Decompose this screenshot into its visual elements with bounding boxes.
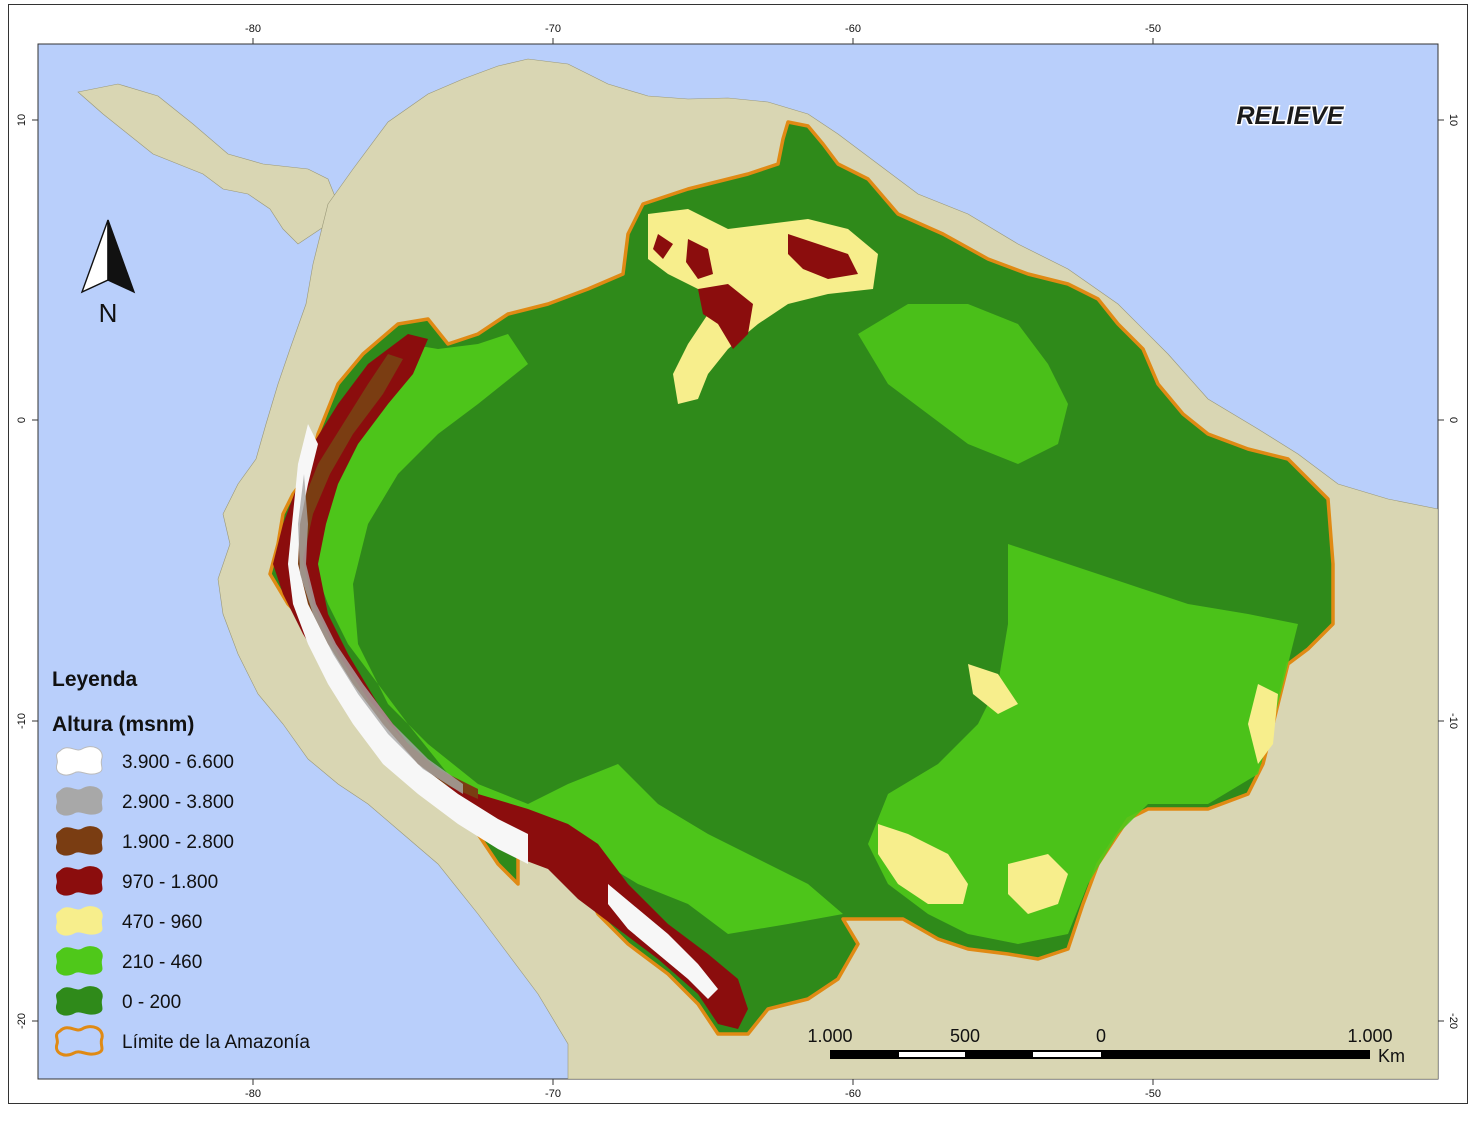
bottom-axis: -80 -70 -60 -50 bbox=[245, 1079, 1161, 1100]
legend-label: 0 - 200 bbox=[122, 992, 181, 1013]
right-axis: 10 0 -10 -20 bbox=[1438, 114, 1459, 1029]
legend-swatch bbox=[55, 786, 103, 816]
andes-red bbox=[273, 334, 748, 1029]
right-tick-label: 10 bbox=[1447, 114, 1459, 126]
legend-label: 3.900 - 6.600 bbox=[122, 752, 234, 773]
north-arrow-icon: N bbox=[80, 219, 136, 328]
central-america-land bbox=[77, 83, 339, 245]
legend-title: Leyenda bbox=[52, 668, 138, 691]
lowland-light-green-east bbox=[868, 544, 1298, 944]
legend-swatch bbox=[54, 1025, 104, 1057]
legend: Leyenda Altura (msnm) 3.900 - 6.600 2.900… bbox=[52, 668, 310, 1057]
legend-swatch bbox=[55, 906, 103, 936]
legend-swatch bbox=[55, 946, 103, 976]
top-tick-label: -50 bbox=[1145, 23, 1161, 35]
legend-label: 470 - 960 bbox=[122, 912, 202, 933]
legend-item: Límite de la Amazonía bbox=[54, 1025, 310, 1057]
legend-label: Límite de la Amazonía bbox=[122, 1032, 310, 1053]
bottom-tick-label: -70 bbox=[545, 1088, 561, 1100]
map-frame: -80 -70 -60 -50 -80 -70 -60 -50 10 0 -10… bbox=[8, 4, 1468, 1104]
highland-red-north bbox=[653, 234, 858, 349]
scale-label: 1.000 bbox=[1347, 1026, 1392, 1046]
scale-unit: Km bbox=[1378, 1046, 1405, 1066]
andes-white bbox=[288, 424, 528, 864]
legend-label: 1.900 - 2.800 bbox=[122, 832, 234, 853]
scale-label: 1.000 bbox=[807, 1026, 852, 1046]
legend-label: 970 - 1.800 bbox=[122, 872, 218, 893]
top-axis: -80 -70 -60 -50 bbox=[245, 23, 1161, 44]
scale-label: 0 bbox=[1096, 1026, 1106, 1046]
lowland-light-green-north bbox=[858, 304, 1068, 464]
legend-swatch bbox=[55, 746, 103, 776]
legend-item: 970 - 1.800 bbox=[55, 866, 218, 896]
left-tick-label: -20 bbox=[16, 1013, 28, 1029]
legend-item: 210 - 460 bbox=[55, 946, 202, 976]
north-label: N bbox=[99, 298, 118, 328]
top-tick-label: -70 bbox=[545, 23, 561, 35]
bottom-tick-label: -60 bbox=[845, 1088, 861, 1100]
scale-label: 500 bbox=[950, 1026, 980, 1046]
legend-label: 210 - 460 bbox=[122, 952, 202, 973]
legend-item: 470 - 960 bbox=[55, 906, 202, 936]
legend-item: 1.900 - 2.800 bbox=[55, 826, 234, 856]
legend-item: 3.900 - 6.600 bbox=[55, 746, 234, 776]
legend-item: 0 - 200 bbox=[55, 986, 181, 1016]
left-tick-label: 10 bbox=[16, 114, 28, 126]
legend-swatch bbox=[55, 866, 103, 896]
right-tick-label: -20 bbox=[1447, 1013, 1459, 1029]
left-tick-label: -10 bbox=[16, 713, 28, 729]
legend-label: 2.900 - 3.800 bbox=[122, 792, 234, 813]
andes-gray bbox=[298, 474, 463, 794]
bottom-tick-label: -80 bbox=[245, 1088, 261, 1100]
left-axis: 10 0 -10 -20 bbox=[16, 114, 38, 1029]
right-tick-label: 0 bbox=[1447, 417, 1459, 423]
top-tick-label: -80 bbox=[245, 23, 261, 35]
highland-yellow-south bbox=[878, 664, 1278, 914]
right-tick-label: -10 bbox=[1447, 713, 1459, 729]
bottom-tick-label: -50 bbox=[1145, 1088, 1161, 1100]
left-tick-label: 0 bbox=[16, 417, 28, 423]
legend-swatch bbox=[55, 826, 103, 856]
top-tick-label: -60 bbox=[845, 23, 861, 35]
legend-subtitle: Altura (msnm) bbox=[52, 713, 194, 736]
legend-swatch bbox=[55, 986, 103, 1016]
map-title: RELIEVE bbox=[1237, 102, 1345, 130]
scale-bar: 1.000 500 0 1.000 Km bbox=[807, 1026, 1405, 1066]
andes-white-south bbox=[608, 884, 718, 999]
legend-item: 2.900 - 3.800 bbox=[55, 786, 234, 816]
